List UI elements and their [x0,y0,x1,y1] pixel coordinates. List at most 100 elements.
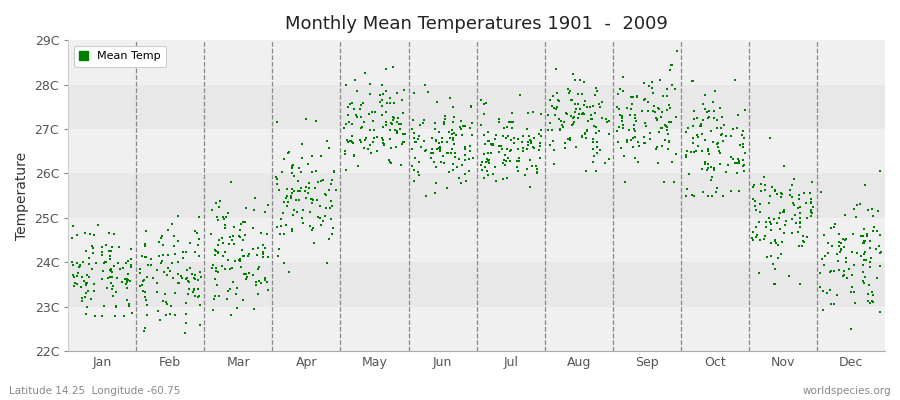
Point [775,191,789,197]
Point [509,163,524,170]
Point [79,279,94,286]
Point [282,149,296,155]
Point [80,304,94,310]
Point [746,184,760,190]
Point [732,158,746,164]
Point [590,143,604,150]
Point [446,161,461,168]
Point [370,133,384,140]
Point [857,238,871,244]
Point [346,152,361,158]
Point [292,197,307,203]
Point [627,128,642,134]
Point [238,232,252,238]
Point [411,169,426,175]
Point [793,220,807,227]
Point [698,137,712,143]
Point [156,258,170,264]
Point [440,139,454,146]
Point [156,298,170,304]
Point [511,145,526,152]
Point [662,138,676,144]
Point [843,289,858,295]
Point [230,285,244,291]
Point [575,91,590,97]
Point [261,201,275,208]
Point [748,198,762,204]
Point [94,276,109,282]
Point [753,180,768,187]
Point [87,288,102,294]
Point [285,163,300,170]
Point [550,104,564,110]
Point [294,169,309,176]
Point [738,106,752,113]
Point [770,254,785,261]
Point [716,122,731,128]
Point [553,116,567,123]
Point [640,98,654,105]
Point [838,212,852,218]
Point [565,122,580,128]
Point [730,124,744,131]
Point [149,267,164,274]
Point [489,131,503,138]
Point [73,263,87,270]
Point [443,135,457,142]
Point [163,267,177,274]
Point [532,147,546,154]
Point [774,189,788,196]
Point [194,274,208,280]
Point [554,122,569,128]
Point [546,104,561,111]
Point [631,158,645,165]
Point [163,311,177,317]
Point [599,119,614,125]
Point [491,149,506,156]
Point [238,219,252,225]
Point [218,266,232,272]
Point [815,288,830,294]
Point [827,301,842,307]
Point [100,285,114,292]
Point [349,112,364,118]
Point [156,252,170,258]
Point [583,112,598,118]
Point [394,121,409,127]
Point [220,257,235,263]
Point [250,291,265,298]
Point [86,243,100,249]
Point [458,146,473,152]
Point [209,248,223,255]
Point [504,146,518,153]
Point [563,135,578,141]
Point [292,188,307,194]
Point [512,155,526,161]
Point [241,253,256,260]
Point [825,242,840,249]
Point [662,67,677,73]
Point [691,134,706,141]
Point [113,266,128,272]
Point [736,128,751,134]
Point [629,118,643,124]
Point [871,243,886,249]
Point [873,250,887,256]
Point [233,227,248,233]
Point [858,182,872,188]
Point [249,282,264,288]
Point [481,168,495,174]
Point [82,261,96,267]
Point [527,145,542,151]
Point [849,214,863,220]
Point [737,150,751,156]
Point [433,146,447,152]
Point [348,77,363,83]
Point [770,191,784,197]
Point [785,216,799,222]
Point [500,146,514,152]
Point [567,119,581,125]
Point [592,147,607,153]
Point [191,241,205,248]
Point [94,312,109,319]
